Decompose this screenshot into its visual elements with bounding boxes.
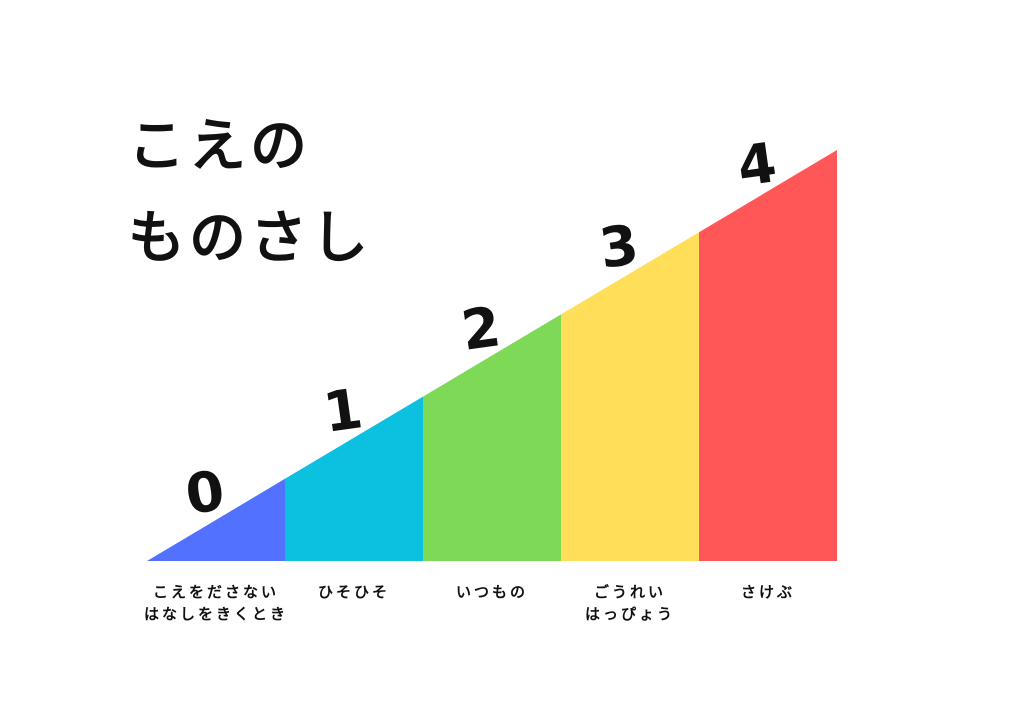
level-number-1: 1 bbox=[319, 376, 367, 445]
level-label-line: ごうれい bbox=[593, 583, 667, 601]
level-label-4: さけぶ bbox=[741, 581, 795, 603]
level-label-line: いつもの bbox=[455, 583, 529, 601]
poster-title: こえの ものさし bbox=[128, 100, 372, 284]
level-label-line: はっぴょう bbox=[584, 605, 676, 623]
level-number-0: 0 bbox=[181, 458, 229, 527]
level-label-0: こえをださない はなしをきくとき bbox=[144, 581, 288, 625]
level-label-3: ごうれい はっぴょう bbox=[585, 581, 675, 625]
level-label-line: こえをださない bbox=[152, 583, 280, 601]
ramp-segment-1 bbox=[285, 396, 423, 561]
level-label-line: ひそひそ bbox=[317, 583, 391, 601]
ramp-segment-2 bbox=[423, 314, 561, 561]
level-label-1: ひそひそ bbox=[318, 581, 390, 603]
level-number-4: 4 bbox=[733, 130, 781, 199]
level-label-2: いつもの bbox=[456, 581, 528, 603]
ramp-segment-4 bbox=[699, 150, 837, 561]
level-label-line: はなしをきくとき bbox=[143, 605, 289, 623]
ramp-segment-0 bbox=[147, 478, 285, 561]
ramp-segment-3 bbox=[561, 232, 699, 561]
title-line-1: こえの bbox=[128, 113, 311, 179]
level-label-line: さけぶ bbox=[740, 583, 796, 601]
level-number-3: 3 bbox=[595, 212, 643, 281]
title-line-2: ものさし bbox=[128, 205, 372, 271]
level-number-2: 2 bbox=[457, 294, 505, 363]
